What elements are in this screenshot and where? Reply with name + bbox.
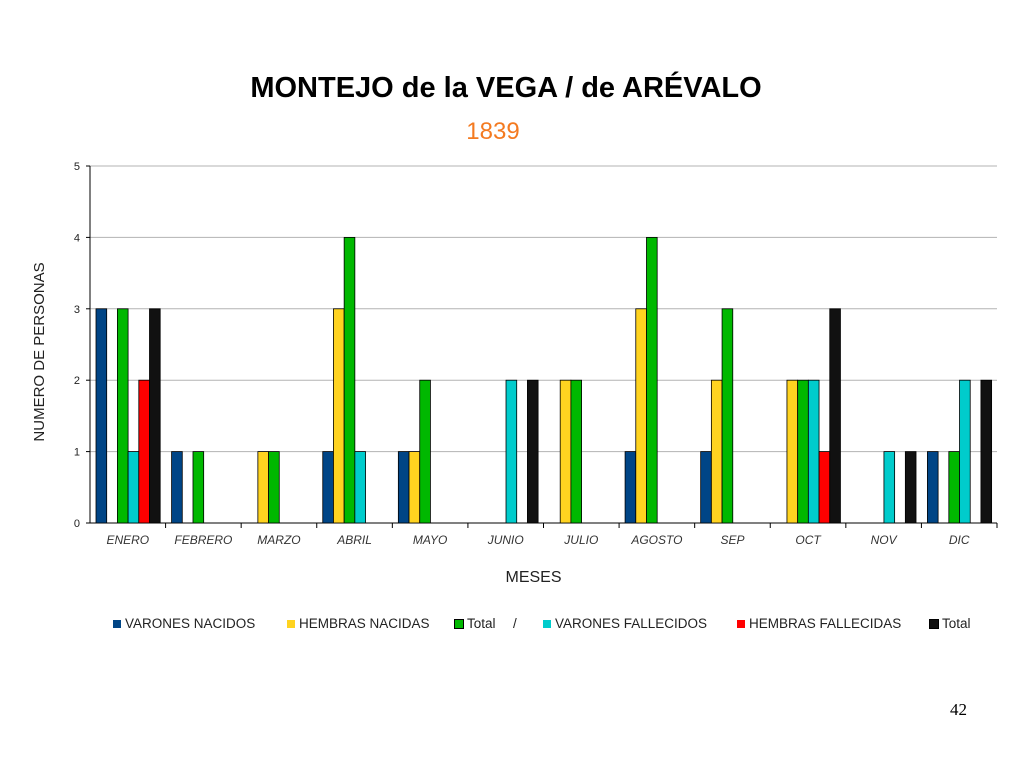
legend-swatch	[113, 619, 121, 628]
bar	[268, 451, 280, 524]
legend-label: Total	[942, 616, 971, 631]
y-axis-label: NUMERO DE PERSONAS	[31, 262, 48, 441]
bar	[948, 451, 960, 524]
bar	[829, 308, 841, 524]
legend-item: HEMBRAS FALLECIDAS	[737, 616, 901, 631]
y-tick-label: 5	[74, 161, 80, 173]
x-tick-label: OCT	[795, 533, 822, 547]
bar	[95, 308, 108, 524]
bar	[786, 379, 799, 524]
bar	[797, 379, 809, 524]
x-tick-label: DIC	[949, 533, 970, 547]
y-tick-label: 3	[74, 304, 80, 316]
bar	[980, 379, 993, 524]
bar	[322, 451, 334, 524]
legend-swatch	[737, 619, 745, 628]
bar	[354, 451, 366, 524]
bar	[559, 379, 572, 524]
x-tick-label: SEP	[720, 533, 744, 547]
legend-separator: /	[513, 616, 517, 631]
bar	[117, 308, 129, 524]
bar	[127, 451, 140, 524]
legend-swatch	[454, 618, 464, 629]
legend-item: HEMBRAS NACIDAS	[287, 616, 430, 631]
x-tick-label: FEBRERO	[174, 533, 232, 547]
bar	[904, 451, 917, 524]
bar	[257, 451, 269, 524]
legend-label: VARONES NACIDOS	[125, 616, 256, 631]
legend-label: VARONES FALLECIDOS	[555, 616, 708, 631]
bar	[505, 379, 518, 524]
legend-item: VARONES FALLECIDOS	[543, 616, 707, 631]
legend-item: Total	[929, 616, 971, 631]
x-axis-label: MESES	[505, 569, 561, 586]
x-tick-label: JULIO	[563, 533, 598, 547]
bar	[700, 451, 712, 524]
bar	[171, 451, 183, 524]
x-tick-label: ENERO	[106, 533, 149, 547]
page-number: 42	[950, 700, 967, 719]
x-tick-label: ABRIL	[336, 533, 372, 547]
bar	[333, 308, 345, 524]
y-tick-label: 0	[74, 518, 80, 530]
bar	[710, 379, 723, 524]
bar	[138, 379, 150, 524]
legend-swatch	[929, 618, 939, 629]
bar	[527, 379, 539, 524]
x-tick-label: NOV	[871, 533, 898, 547]
bar	[624, 451, 637, 524]
x-tick-label: MARZO	[257, 533, 300, 547]
bar	[408, 451, 421, 524]
bar	[883, 451, 896, 524]
bar	[646, 236, 658, 524]
x-tick-label: AGOSTO	[630, 533, 682, 547]
legend-swatch	[543, 619, 551, 628]
legend-label: HEMBRAS NACIDAS	[299, 616, 430, 631]
x-tick-label: MAYO	[413, 533, 447, 547]
bar	[343, 236, 356, 524]
chart-title: MONTEJO de la VEGA / de ARÉVALO	[250, 72, 762, 104]
bar	[192, 451, 205, 524]
bar	[570, 379, 583, 524]
legend-label: HEMBRAS FALLECIDAS	[749, 616, 902, 631]
bar	[807, 379, 820, 524]
bar	[419, 379, 431, 524]
bar	[927, 451, 939, 524]
bar	[635, 308, 647, 524]
legend-label: Total	[467, 616, 496, 631]
bar	[397, 451, 410, 524]
bar	[721, 308, 734, 524]
legend-item: VARONES NACIDOS	[113, 616, 255, 631]
y-tick-label: 2	[74, 375, 80, 387]
chart-subtitle: 1839	[466, 118, 520, 145]
y-tick-label: 1	[74, 447, 80, 459]
bar	[149, 308, 161, 524]
bar	[959, 379, 971, 524]
legend-swatch	[287, 619, 295, 628]
y-tick-label: 4	[74, 232, 80, 244]
x-tick-label: JUNIO	[487, 533, 524, 547]
bar	[818, 451, 831, 524]
legend-item: Total	[454, 616, 496, 631]
